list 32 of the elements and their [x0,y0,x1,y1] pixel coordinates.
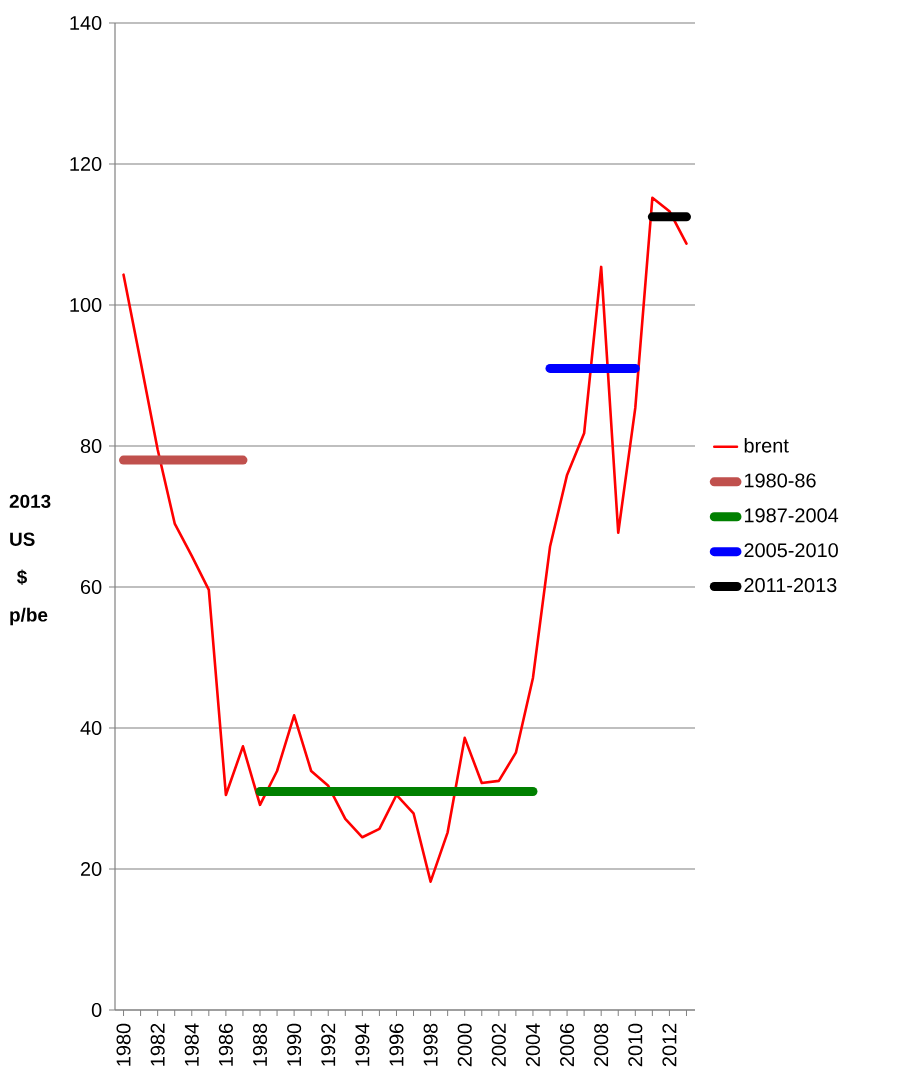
x-tick-label: 1980 [116,1023,131,1066]
x-tick-label: 2002 [491,1023,506,1067]
legend-label: 1987-2004 [744,508,839,523]
legend-label: 2011-2013 [744,578,837,593]
y-tick-label: 20 [81,861,102,877]
x-tick-label: 1988 [252,1023,268,1066]
y-tick-label: 120 [70,156,102,172]
line-series [122,196,688,883]
legend-label: 2005-2010 [744,543,838,558]
legend-label: brent [744,438,789,453]
x-tick-label: 1990 [287,1023,302,1066]
y-tick-label: 140 [70,15,102,31]
x-tick-label: 1984 [184,1023,199,1066]
x-tick-label: 2004 [525,1023,540,1067]
x-tick-label: 2010 [628,1023,643,1067]
x-tick-label: 2000 [457,1023,472,1067]
x-tick-label: 1994 [355,1023,370,1066]
y-tick-label: 0 [91,1002,102,1018]
y-tick-label: 100 [70,297,102,313]
x-tick-label: 1992 [321,1023,336,1066]
y-tick-label: 60 [81,579,102,595]
legend-label: 1980-86 [744,473,816,488]
x-tick-label: 2006 [560,1023,575,1067]
x-tick-label: 2012 [662,1023,677,1067]
y-tick-label: 40 [80,720,102,736]
text: 2013 US $ p/be [9,494,51,626]
x-tick-label: 1998 [423,1023,438,1066]
y-tick-label: 80 [80,438,102,454]
x-tick-label: 2008 [594,1023,609,1067]
x-tick-label: 1996 [389,1023,404,1066]
x-tick-label: 1982 [150,1023,165,1066]
x-tick-label: 1986 [218,1023,233,1066]
